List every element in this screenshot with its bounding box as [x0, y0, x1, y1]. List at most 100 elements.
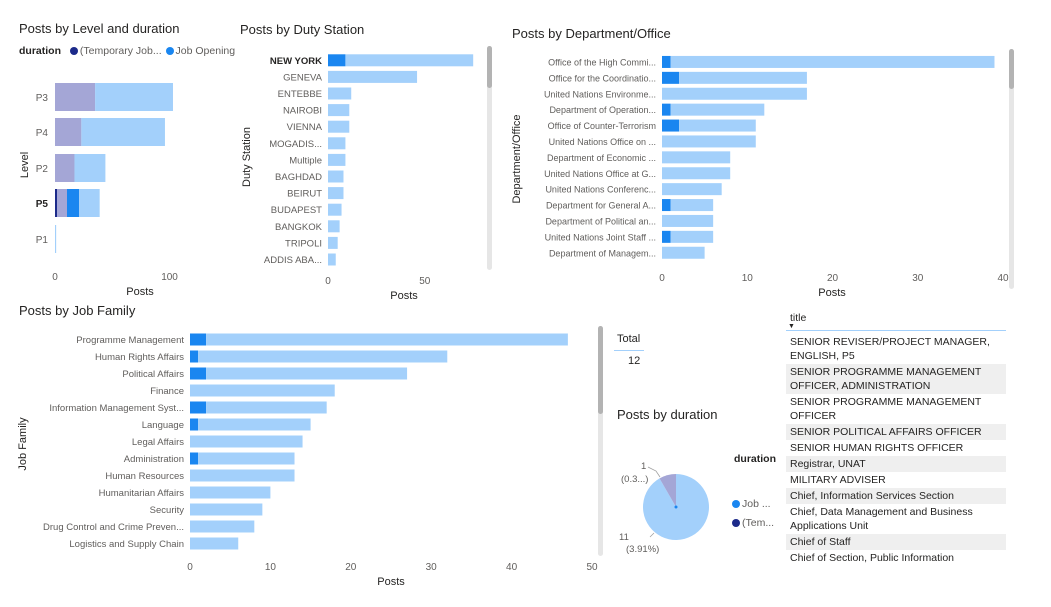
category-label: Drug Control and Crime Preven...: [43, 522, 184, 533]
bar-segment: [190, 520, 255, 533]
family-scroll-thumb[interactable]: [598, 326, 603, 414]
bar-segment: [55, 225, 57, 253]
pie-slice: [659, 474, 676, 507]
table-header[interactable]: title: [790, 312, 807, 324]
pie-legend-dot-job: [732, 500, 740, 508]
bar-segment: [206, 367, 408, 380]
table-row[interactable]: Chief, Information Services Section: [786, 488, 1006, 504]
department-chart: Office of the High Commi... Office for th…: [511, 55, 1009, 299]
duty-scrollbar[interactable]: [487, 46, 492, 270]
bar-segment: [670, 103, 765, 116]
category-label: Administration: [124, 454, 184, 465]
table-row[interactable]: Registrar, UNAT: [786, 456, 1006, 472]
table-row[interactable]: SENIOR REVISER/PROJECT MANAGER, ENGLISH,…: [790, 336, 990, 362]
sort-arrow-icon[interactable]: ▼: [788, 323, 795, 330]
category-label: MOGADIS...: [269, 139, 322, 150]
table-row[interactable]: SENIOR POLITICAL AFFAIRS OFFICER: [786, 424, 1006, 440]
bar-segment: [190, 367, 207, 380]
table-row[interactable]: SENIOR HUMAN RIGHTS OFFICER: [790, 442, 964, 454]
bar-segment: [328, 70, 418, 83]
category-label: Multiple: [289, 155, 322, 166]
pie-label-small-pct: (0.3...): [621, 474, 648, 485]
table-row[interactable]: Chief of Section, Public Information: [790, 552, 955, 564]
x-tick-label: 0: [659, 273, 665, 284]
category-label: ENTEBBE: [278, 89, 322, 100]
category-label: VIENNA: [287, 122, 323, 133]
x-tick-label: 50: [586, 562, 598, 573]
pie-legend-item-temporary[interactable]: (Tem...: [732, 517, 774, 529]
bar-segment: [206, 401, 327, 414]
bar-segment: [662, 103, 671, 116]
family-chart-title: Posts by Job Family: [19, 303, 136, 318]
bar-segment: [328, 120, 350, 133]
x-tick-label: 0: [325, 276, 331, 287]
category-label: NAIROBI: [283, 106, 322, 117]
category-label: Political Affairs: [122, 369, 184, 380]
bar-segment: [679, 119, 756, 132]
dept-scroll-thumb[interactable]: [1009, 49, 1014, 89]
category-label: Office for the Coordinatio...: [549, 73, 656, 83]
legend-item-temporary[interactable]: (Temporary Job...: [79, 45, 162, 57]
level-chart-title: Posts by Level and duration: [19, 21, 180, 36]
category-label: P1: [36, 235, 49, 246]
table-row[interactable]: Chief, Data Management and Business Appl…: [790, 506, 973, 532]
bar-segment: [662, 87, 807, 100]
table-row[interactable]: SENIOR PROGRAMME MANAGEMENT OFFICER: [790, 396, 982, 422]
category-label: BUDAPEST: [271, 205, 322, 216]
category-label: Humanitarian Affairs: [99, 488, 185, 499]
bar-segment: [74, 154, 106, 182]
x-axis-title: Posts: [126, 286, 154, 298]
bar-segment: [67, 189, 79, 217]
table-row[interactable]: MILITARY ADVISER: [790, 474, 886, 486]
pie-label-big-count: 11: [619, 532, 629, 543]
x-tick-label: 100: [161, 272, 178, 283]
category-label: Office of Counter-Terrorism: [548, 121, 656, 131]
duration-pie-chart: 1 (0.3...) 11 (3.91%): [619, 461, 709, 555]
category-label: Legal Affairs: [132, 437, 184, 448]
x-tick-label: 10: [742, 273, 754, 284]
category-label: BAGHDAD: [275, 172, 322, 183]
category-label: Language: [142, 420, 184, 431]
category-label: Department for General A...: [546, 201, 656, 211]
bar-segment: [190, 452, 199, 465]
category-label: P4: [36, 128, 49, 139]
duty-scroll-thumb[interactable]: [487, 46, 492, 88]
dept-scrollbar[interactable]: [1009, 49, 1014, 289]
bar-segment: [662, 214, 714, 227]
bar-segment: [190, 486, 271, 499]
y-axis-title: Department/Office: [511, 114, 523, 203]
bar-segment: [670, 230, 714, 243]
legend-item-job-opening[interactable]: Job Opening: [175, 45, 236, 57]
bar-segment: [206, 333, 568, 346]
category-label: Department of Economic ...: [547, 153, 656, 163]
duty-station-chart: NEW YORK GENEVA ENTEBBE NAIROBI VIENNA MOGADI…: [241, 54, 474, 302]
bar-segment: [190, 435, 303, 448]
bar-segment: [328, 203, 342, 216]
bar-segment: [662, 119, 680, 132]
category-label: Security: [150, 505, 185, 516]
card-underline: [614, 350, 644, 351]
bar-segment: [662, 71, 680, 84]
x-tick-label: 0: [52, 272, 58, 283]
bar-segment: [328, 253, 336, 266]
y-axis-title: Job Family: [17, 417, 29, 471]
x-tick-label: 40: [997, 273, 1009, 284]
bar-segment: [662, 230, 671, 243]
table-row[interactable]: SENIOR PROGRAMME MANAGEMENT OFFICER, ADM…: [786, 364, 1006, 394]
bar-segment: [190, 384, 335, 397]
bar-segment: [198, 350, 448, 363]
bar-segment: [81, 118, 165, 146]
table-row[interactable]: Chief of Staff: [786, 534, 1006, 550]
legend-dot-temporary: [69, 47, 78, 55]
family-scrollbar[interactable]: [598, 326, 603, 556]
category-label: Department of Political an...: [545, 216, 656, 226]
category-label: Programme Management: [76, 335, 184, 346]
table-body: SENIOR REVISER/PROJECT MANAGER, ENGLISH,…: [786, 334, 1006, 566]
bar-segment: [190, 333, 207, 346]
pie-legend-item-job[interactable]: Job ...: [732, 498, 771, 510]
x-tick-label: 10: [265, 562, 277, 573]
pie-center-dot: [674, 505, 678, 509]
job-family-chart: Programme Management Human Rights Affairs…: [17, 333, 598, 588]
bar-segment: [55, 118, 82, 146]
bar-segment: [328, 87, 352, 100]
